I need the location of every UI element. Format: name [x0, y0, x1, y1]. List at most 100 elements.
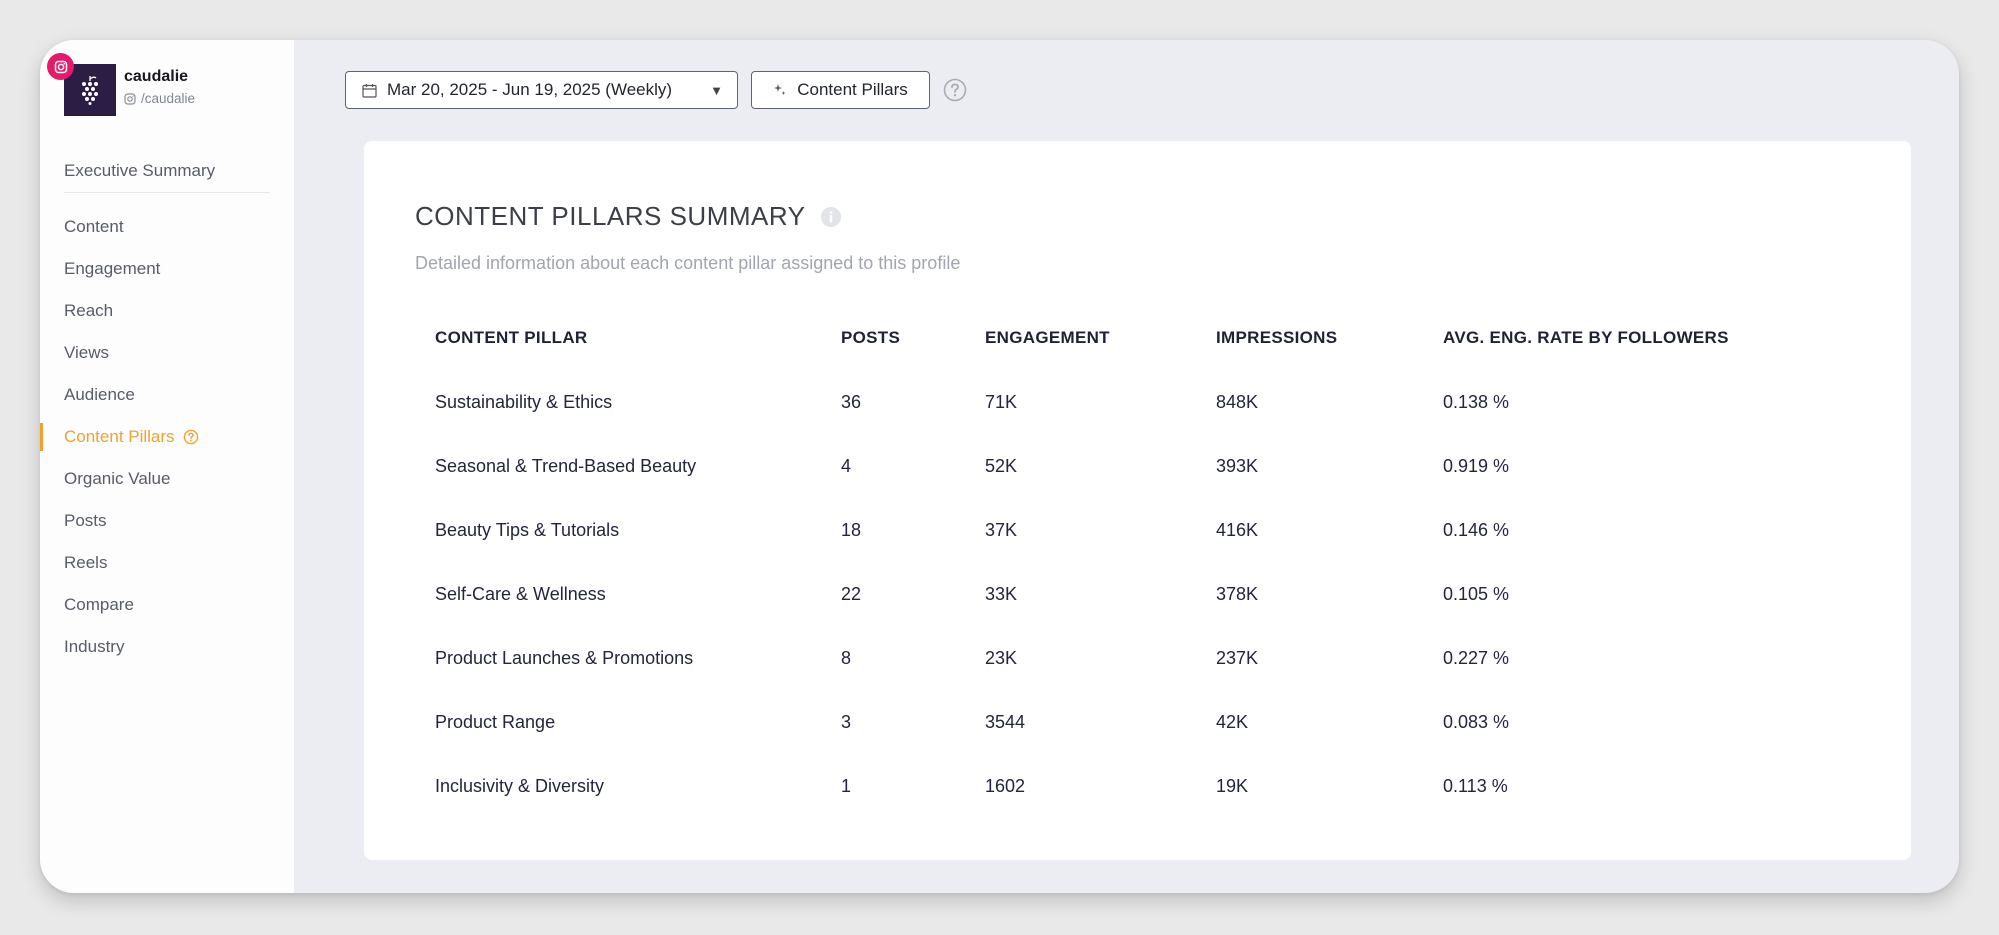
sidebar-item-compare[interactable]: Compare: [40, 584, 294, 626]
cell-posts: 4: [841, 455, 852, 476]
column-header-posts[interactable]: POSTS: [841, 328, 901, 347]
sidebar-nav: Executive Summary Content Engagement Rea…: [40, 150, 294, 668]
toolbar: Mar 20, 2025 - Jun 19, 2025 (Weekly) ▼ C…: [345, 70, 967, 110]
profile-handle-text: /caudalie: [141, 91, 196, 106]
content-pillars-button-label: Content Pillars: [797, 80, 908, 99]
sidebar-item-label: Executive Summary: [64, 161, 216, 180]
cell-impressions: 237K: [1216, 647, 1259, 668]
sidebar-item-executive-summary[interactable]: Executive Summary: [40, 150, 294, 193]
cell-pillar: Self-Care & Wellness: [435, 583, 606, 604]
cell-eng-rate: 0.105 %: [1443, 583, 1510, 604]
cell-posts: 8: [841, 647, 852, 668]
cell-impressions: 416K: [1216, 519, 1259, 540]
table-row: Seasonal & Trend-Based Beauty 4 52K 393K…: [435, 434, 1815, 498]
sidebar-item-label: Industry: [64, 637, 125, 656]
cell-posts: 36: [841, 391, 862, 412]
sidebar-item-label: Posts: [64, 511, 107, 530]
cell-impressions: 378K: [1216, 583, 1259, 604]
avatar: [64, 64, 116, 116]
sidebar-item-views[interactable]: Views: [40, 332, 294, 374]
sidebar-item-label: Engagement: [64, 259, 161, 278]
sidebar-divider: [64, 192, 270, 193]
cell-eng-rate: 0.919 %: [1443, 455, 1510, 476]
cell-pillar: Sustainability & Ethics: [435, 391, 613, 412]
cell-impressions: 19K: [1216, 775, 1249, 796]
table-row: Product Range 3 3544 42K 0.083 %: [435, 690, 1815, 754]
date-range-picker[interactable]: Mar 20, 2025 - Jun 19, 2025 (Weekly) ▼: [345, 71, 738, 109]
cell-eng-rate: 0.113 %: [1443, 775, 1508, 796]
sparkle-icon: [774, 84, 786, 95]
help-icon[interactable]: [943, 78, 967, 102]
info-icon[interactable]: [820, 206, 842, 228]
column-header-content-pillar[interactable]: CONTENT PILLAR: [435, 328, 588, 347]
date-range-label: Mar 20, 2025 - Jun 19, 2025 (Weekly): [387, 80, 673, 99]
table-row: Product Launches & Promotions 8 23K 237K…: [435, 626, 1815, 690]
cell-eng-rate: 0.138 %: [1443, 391, 1510, 412]
cell-engagement: 52K: [985, 455, 1018, 476]
content-pillars-table: CONTENT PILLAR POSTS ENGAGEMENT IMPRESSI…: [435, 306, 1815, 818]
cell-eng-rate: 0.146 %: [1443, 519, 1510, 540]
table-row: Sustainability & Ethics 36 71K 848K 0.13…: [435, 370, 1815, 434]
column-header-impressions[interactable]: IMPRESSIONS: [1216, 328, 1338, 347]
cell-posts: 22: [841, 583, 862, 604]
cell-impressions: 42K: [1216, 711, 1249, 732]
cell-pillar: Beauty Tips & Tutorials: [435, 519, 620, 540]
main-content: Mar 20, 2025 - Jun 19, 2025 (Weekly) ▼ C…: [294, 40, 1959, 893]
table-row: Beauty Tips & Tutorials 18 37K 416K 0.14…: [435, 498, 1815, 562]
cell-eng-rate: 0.083 %: [1443, 711, 1510, 732]
table-row: Self-Care & Wellness 22 33K 378K 0.105 %: [435, 562, 1815, 626]
table-row: Inclusivity & Diversity 1 1602 19K 0.113…: [435, 754, 1815, 818]
sidebar-item-label: Reels: [64, 553, 108, 572]
table-header-row: CONTENT PILLAR POSTS ENGAGEMENT IMPRESSI…: [435, 306, 1815, 370]
cell-pillar: Product Launches & Promotions: [435, 647, 694, 668]
app-window: caudalie /caudalie Executive Summary Con…: [40, 40, 1959, 893]
card-title-text: CONTENT PILLARS SUMMARY: [415, 201, 806, 231]
sidebar-item-reach[interactable]: Reach: [40, 290, 294, 332]
sidebar-item-label: Content Pillars: [64, 427, 175, 446]
grape-logo-icon: [82, 76, 98, 105]
sidebar-item-organic-value[interactable]: Organic Value: [40, 458, 294, 500]
cell-engagement: 1602: [985, 775, 1026, 796]
column-header-avg-eng-rate[interactable]: AVG. ENG. RATE BY FOLLOWERS: [1443, 328, 1729, 347]
cell-posts: 1: [841, 775, 852, 796]
cell-posts: 18: [841, 519, 862, 540]
column-header-engagement[interactable]: ENGAGEMENT: [985, 328, 1110, 347]
profile-name: caudalie: [124, 68, 189, 85]
cell-engagement: 33K: [985, 583, 1018, 604]
sidebar-item-label: Views: [64, 343, 110, 362]
sidebar-item-reels[interactable]: Reels: [40, 542, 294, 584]
sidebar-item-label: Reach: [64, 301, 114, 320]
cell-impressions: 848K: [1216, 391, 1259, 412]
cell-engagement: 3544: [985, 711, 1026, 732]
cell-pillar: Inclusivity & Diversity: [435, 775, 605, 796]
cell-pillar: Product Range: [435, 711, 556, 732]
sidebar-item-label: Content: [64, 217, 124, 236]
card-title: CONTENT PILLARS SUMMARY: [415, 201, 842, 232]
cell-engagement: 71K: [985, 391, 1018, 412]
sidebar-item-posts[interactable]: Posts: [40, 500, 294, 542]
sidebar-item-label: Compare: [64, 595, 134, 614]
cell-eng-rate: 0.227 %: [1443, 647, 1510, 668]
question-circle-icon[interactable]: [183, 429, 199, 445]
sidebar-item-audience[interactable]: Audience: [40, 374, 294, 416]
sidebar-item-label: Audience: [64, 385, 135, 404]
cell-engagement: 37K: [985, 519, 1018, 540]
cell-engagement: 23K: [985, 647, 1018, 668]
cell-impressions: 393K: [1216, 455, 1259, 476]
sidebar-item-content-pillars[interactable]: Content Pillars: [40, 416, 294, 458]
content-pillars-summary-card: CONTENT PILLARS SUMMARY Detailed informa…: [364, 141, 1911, 860]
card-subtitle: Detailed information about each content …: [415, 253, 961, 273]
content-pillars-button[interactable]: Content Pillars: [751, 71, 930, 109]
cell-posts: 3: [841, 711, 852, 732]
sidebar-item-label: Organic Value: [64, 469, 171, 488]
chevron-down-icon: ▼: [710, 82, 723, 98]
instagram-icon: [124, 92, 136, 105]
sidebar-item-engagement[interactable]: Engagement: [40, 248, 294, 290]
instagram-badge-icon: [47, 53, 74, 80]
calendar-icon: [362, 83, 377, 98]
sidebar: caudalie /caudalie Executive Summary Con…: [40, 40, 294, 893]
profile-handle: /caudalie: [124, 91, 195, 106]
sidebar-item-industry[interactable]: Industry: [40, 626, 294, 668]
cell-pillar: Seasonal & Trend-Based Beauty: [435, 455, 697, 476]
sidebar-item-content[interactable]: Content: [40, 206, 294, 248]
